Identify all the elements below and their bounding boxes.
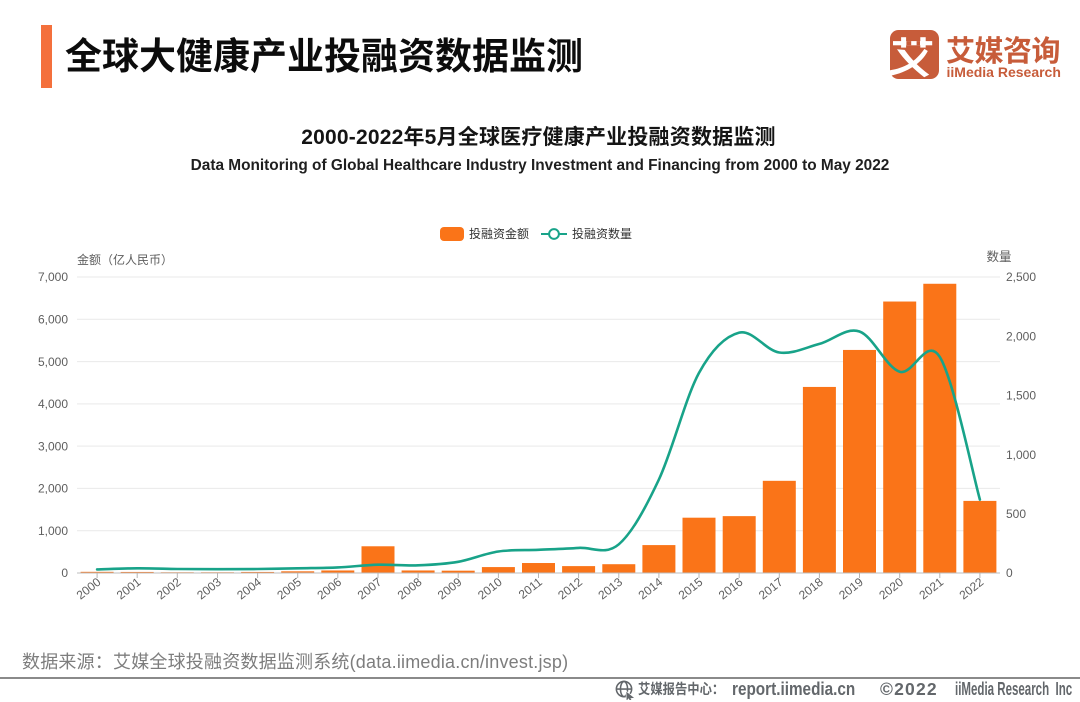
svg-text:2009: 2009 xyxy=(435,575,465,603)
svg-text:2,500: 2,500 xyxy=(1006,270,1036,284)
svg-text:1,000: 1,000 xyxy=(38,524,68,538)
svg-text:2013: 2013 xyxy=(595,575,625,603)
svg-text:0: 0 xyxy=(61,566,68,580)
svg-text:3,000: 3,000 xyxy=(38,439,68,453)
svg-text:500: 500 xyxy=(1006,507,1026,521)
svg-text:2003: 2003 xyxy=(194,575,224,603)
svg-text:4,000: 4,000 xyxy=(38,397,68,411)
svg-text:2002: 2002 xyxy=(154,575,184,603)
svg-text:2000: 2000 xyxy=(74,575,104,603)
svg-text:2011: 2011 xyxy=(516,575,545,602)
svg-text:2019: 2019 xyxy=(836,575,866,603)
svg-text:2004: 2004 xyxy=(234,575,264,603)
svg-text:2021: 2021 xyxy=(916,575,946,603)
svg-text:1,000: 1,000 xyxy=(1006,448,1036,462)
svg-text:7,000: 7,000 xyxy=(38,270,68,284)
svg-text:2007: 2007 xyxy=(355,575,385,603)
svg-text:金额（亿人民币）: 金额（亿人民币） xyxy=(77,252,173,267)
svg-text:2,000: 2,000 xyxy=(38,482,68,496)
svg-text:2022: 2022 xyxy=(957,575,987,603)
svg-text:2001: 2001 xyxy=(114,575,144,603)
svg-text:2015: 2015 xyxy=(676,575,706,603)
svg-text:2014: 2014 xyxy=(636,575,666,603)
svg-text:2012: 2012 xyxy=(555,575,585,603)
svg-text:0: 0 xyxy=(1006,566,1013,580)
svg-text:6,000: 6,000 xyxy=(38,313,68,327)
svg-text:5,000: 5,000 xyxy=(38,355,68,369)
svg-text:2017: 2017 xyxy=(756,575,786,603)
svg-text:2,000: 2,000 xyxy=(1006,329,1036,343)
svg-text:2018: 2018 xyxy=(796,575,826,603)
svg-text:数量: 数量 xyxy=(987,249,1012,264)
svg-text:1,500: 1,500 xyxy=(1006,389,1036,403)
svg-text:2008: 2008 xyxy=(395,575,425,603)
svg-text:2005: 2005 xyxy=(274,575,304,603)
svg-text:2006: 2006 xyxy=(314,575,344,603)
svg-text:2016: 2016 xyxy=(716,575,746,603)
svg-text:2010: 2010 xyxy=(475,575,505,603)
svg-text:2020: 2020 xyxy=(876,575,906,603)
